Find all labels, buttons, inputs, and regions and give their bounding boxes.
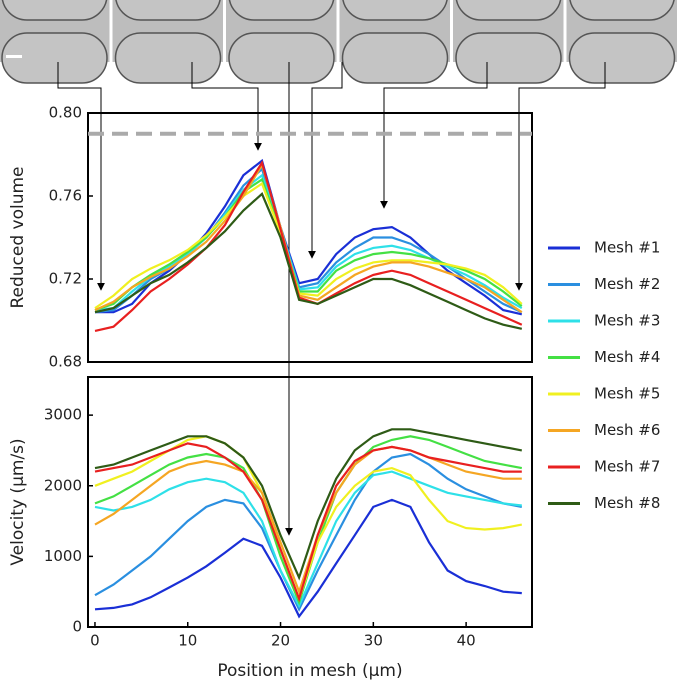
x-tick-label: 20 bbox=[271, 632, 290, 650]
y-tick-label: 0 bbox=[72, 618, 82, 636]
micrograph bbox=[229, 0, 338, 83]
x-tick-label: 0 bbox=[90, 632, 100, 650]
x-axis-label: Position in mesh (µm) bbox=[217, 661, 402, 681]
series-line bbox=[95, 500, 522, 617]
y-tick-label: 2000 bbox=[44, 476, 82, 494]
legend-label: Mesh #4 bbox=[594, 348, 660, 366]
micrograph-strip bbox=[0, 0, 677, 83]
series-line bbox=[95, 179, 522, 310]
micrograph bbox=[2, 0, 111, 83]
legend-label: Mesh #7 bbox=[594, 458, 660, 476]
series-line bbox=[95, 165, 522, 312]
y-tick-label: 0.72 bbox=[49, 270, 82, 288]
legend-label: Mesh #6 bbox=[594, 421, 660, 439]
y-tick-label: 3000 bbox=[44, 406, 82, 424]
y-axis-label: Velocity (µm/s) bbox=[8, 438, 28, 565]
micrograph bbox=[456, 0, 565, 83]
series-line bbox=[95, 194, 522, 329]
series-line bbox=[95, 472, 522, 606]
legend-label: Mesh #1 bbox=[594, 239, 660, 257]
legend-label: Mesh #5 bbox=[594, 385, 660, 403]
x-tick-label: 40 bbox=[457, 632, 476, 650]
y-tick-label: 0.80 bbox=[49, 104, 82, 122]
micrograph bbox=[343, 0, 452, 83]
plot-frame bbox=[88, 113, 532, 362]
plot-frame bbox=[88, 377, 532, 627]
x-tick-label: 10 bbox=[178, 632, 197, 650]
x-tick-label: 30 bbox=[364, 632, 383, 650]
y-tick-label: 1000 bbox=[44, 547, 82, 565]
y-tick-label: 0.68 bbox=[49, 353, 82, 371]
y-axis-label: Reduced volume bbox=[8, 166, 28, 308]
legend-label: Mesh #2 bbox=[594, 275, 660, 293]
micrograph bbox=[570, 0, 677, 83]
legend-label: Mesh #3 bbox=[594, 312, 660, 330]
legend-label: Mesh #8 bbox=[594, 494, 660, 512]
micrograph bbox=[116, 0, 225, 83]
y-tick-label: 0.76 bbox=[49, 187, 82, 205]
series-line bbox=[95, 175, 522, 310]
